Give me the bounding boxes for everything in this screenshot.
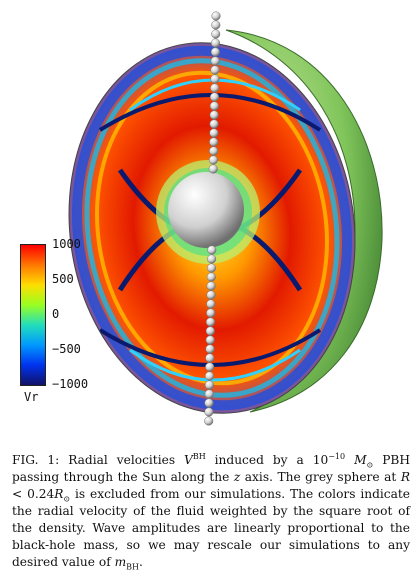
trajectory-bead — [204, 389, 214, 399]
sun-simulation-figure — [68, 11, 383, 426]
trajectory-bead — [205, 317, 216, 327]
trajectory-bead — [204, 416, 214, 426]
trajectory-bead — [210, 65, 220, 75]
colorbar-tick: 500 — [52, 272, 74, 286]
colorbar — [20, 244, 46, 386]
trajectory-bead — [204, 380, 214, 390]
colorbar-tick: −1000 — [52, 377, 89, 391]
trajectory-bead — [204, 398, 214, 408]
trajectory-bead — [206, 308, 216, 318]
trajectory-bead — [209, 92, 220, 102]
trajectory-bead — [210, 83, 220, 93]
trajectory-bead — [209, 101, 219, 111]
trajectory-bead — [205, 362, 215, 372]
trajectory-bead — [206, 299, 216, 309]
colorbar-tick: −500 — [52, 342, 81, 356]
colorbar-label: Vr — [24, 390, 39, 404]
pbh-trajectory — [204, 11, 221, 426]
trajectory-bead — [207, 245, 217, 255]
trajectory-bead — [205, 335, 215, 345]
colorbar-tick: 0 — [52, 307, 60, 321]
trajectory-bead — [206, 281, 216, 291]
trajectory-bead — [210, 38, 221, 48]
trajectory-bead — [204, 371, 215, 381]
trajectory-bead — [209, 110, 219, 120]
trajectory-bead — [210, 47, 220, 57]
trajectory-bead — [211, 11, 221, 21]
excluded-core-sphere — [168, 172, 244, 248]
trajectory-bead — [209, 146, 219, 156]
colorbar-tick: 1000 — [52, 237, 81, 251]
trajectory-bead — [211, 29, 221, 39]
trajectory-bead — [210, 56, 220, 66]
trajectory-bead — [206, 272, 216, 282]
trajectory-bead — [207, 254, 217, 264]
trajectory-bead — [210, 74, 220, 84]
trajectory-bead — [208, 164, 218, 174]
trajectory-bead — [209, 137, 219, 147]
sun-outer-shell — [225, 29, 383, 413]
trajectory-bead — [211, 20, 221, 30]
trajectory-bead — [208, 155, 218, 165]
trajectory-bead — [206, 263, 217, 273]
figure-caption: FIG. 1: Radial velocities VBH induced by… — [12, 451, 410, 572]
trajectory-bead — [209, 119, 219, 129]
trajectory-bead — [209, 128, 219, 138]
trajectory-bead — [204, 407, 214, 417]
trajectory-bead — [205, 344, 215, 354]
trajectory-bead — [206, 290, 216, 300]
trajectory-bead — [205, 353, 215, 363]
trajectory-bead — [205, 326, 215, 336]
